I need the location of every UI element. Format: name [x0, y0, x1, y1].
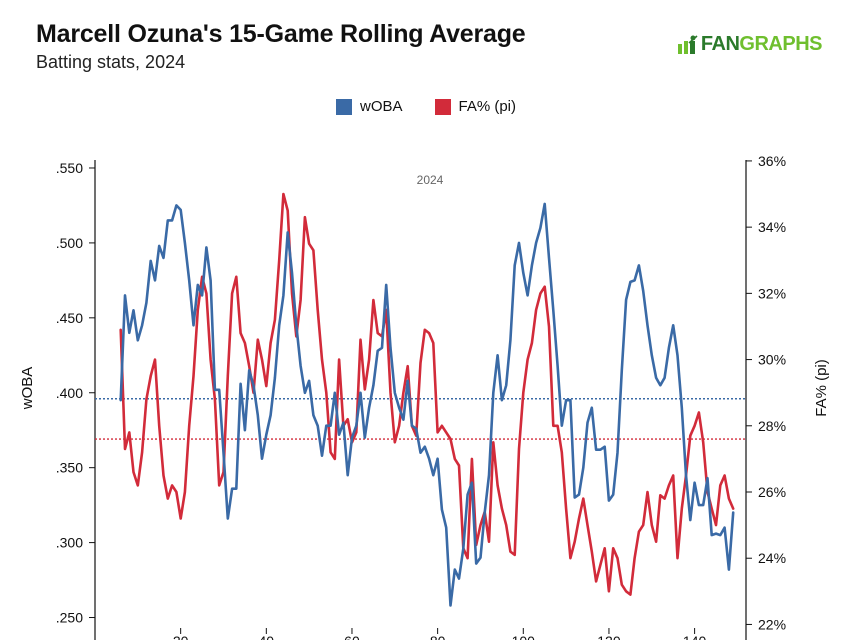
left-tick-label: .400 — [56, 385, 83, 401]
right-tick-label: 34% — [758, 219, 786, 235]
legend: wOBA FA% (pi) — [0, 98, 852, 115]
legend-item-woba[interactable]: wOBA — [335, 98, 403, 115]
x-tick-label: 120 — [597, 633, 621, 640]
series-lines — [119, 192, 735, 607]
legend-item-fa[interactable]: FA% (pi) — [434, 98, 517, 115]
left-tick-label: .450 — [56, 310, 83, 326]
x-tick-label: 20 — [173, 633, 189, 640]
x-axis-ticks: 20 40 60 80 100 120 140 — [173, 628, 707, 640]
legend-label-fa: FA% (pi) — [458, 98, 517, 115]
x-tick-label: 80 — [430, 633, 446, 640]
left-tick-label: .250 — [56, 610, 83, 626]
x-tick-label: 40 — [259, 633, 275, 640]
reference-lines — [95, 398, 746, 440]
legend-swatch-fa — [434, 98, 451, 115]
left-axis-ticks: .550 .500 .450 .400 .350 .300 .250 — [56, 160, 95, 626]
batter-icon — [677, 34, 698, 54]
right-tick-label: 36% — [758, 153, 786, 169]
logo-graphs: GRAPHS — [739, 33, 822, 55]
left-tick-label: .500 — [56, 235, 83, 251]
right-axis-ticks: 36% 34% 32% 30% 28% 26% 24% 22% — [746, 153, 786, 632]
left-axis-label: wOBA — [19, 367, 36, 411]
right-tick-label: 22% — [758, 616, 786, 632]
woba-series-line — [119, 202, 735, 607]
right-tick-label: 32% — [758, 285, 786, 301]
fa-series-line — [119, 192, 735, 596]
left-tick-label: .550 — [56, 160, 83, 176]
x-tick-label: 60 — [344, 633, 360, 640]
chart-title: Marcell Ozuna's 15-Game Rolling Average — [36, 20, 526, 48]
legend-swatch-woba — [335, 98, 352, 115]
x-tick-label: 140 — [683, 633, 707, 640]
year-annotation: 2024 — [417, 173, 444, 187]
left-tick-label: .300 — [56, 535, 83, 551]
legend-label-woba: wOBA — [359, 98, 403, 115]
right-tick-label: 28% — [758, 418, 786, 434]
fangraphs-logo[interactable]: FAN GRAPHS — [677, 33, 822, 56]
logo-fan: FAN — [700, 33, 740, 55]
x-tick-label: 100 — [512, 633, 536, 640]
right-axis-label: FA% (pi) — [813, 359, 830, 417]
right-tick-label: 24% — [758, 550, 786, 566]
left-tick-label: .350 — [56, 460, 83, 476]
chart-subtitle: Batting stats, 2024 — [36, 52, 186, 72]
right-tick-label: 26% — [758, 484, 786, 500]
right-tick-label: 30% — [758, 352, 786, 368]
